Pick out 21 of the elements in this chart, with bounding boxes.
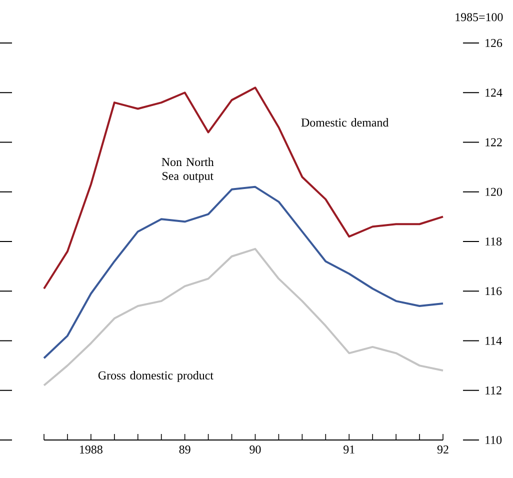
y-tick-label: 112 (486, 386, 502, 394)
x-tick-label: 92 (437, 446, 448, 454)
text: Gross domestic product (98, 371, 214, 382)
y-axis-title: 1985=100 (456, 13, 503, 22)
y-tick-label: 120 (486, 188, 502, 196)
x-tick-label: 90 (250, 446, 261, 454)
y-tick-label: 122 (486, 138, 502, 146)
x-tick-label: 91 (344, 446, 354, 454)
line-series (43, 186, 444, 360)
y-tick-label: 126 (486, 38, 502, 47)
y-tick-label: 114 (486, 336, 502, 345)
x-tick-label: 1988 (80, 446, 102, 454)
x-tick-label: 89 (179, 446, 190, 454)
y-tick-label: 124 (486, 88, 502, 97)
series-label: Domestic demand (301, 118, 389, 127)
series-label: Non North Sea output (162, 158, 214, 182)
y-tick-label: 116 (486, 287, 502, 296)
line-series (43, 86, 444, 290)
y-tick-label: 118 (486, 237, 502, 246)
y-tick-label: 110 (486, 436, 502, 444)
line-series (43, 248, 444, 386)
